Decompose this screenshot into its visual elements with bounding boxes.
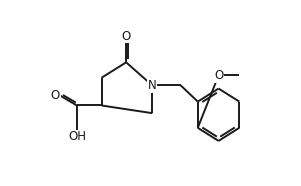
Text: OH: OH [68, 130, 86, 143]
Text: O: O [214, 69, 223, 82]
Text: O: O [122, 30, 131, 43]
Text: O: O [51, 89, 60, 102]
Text: N: N [148, 79, 157, 92]
